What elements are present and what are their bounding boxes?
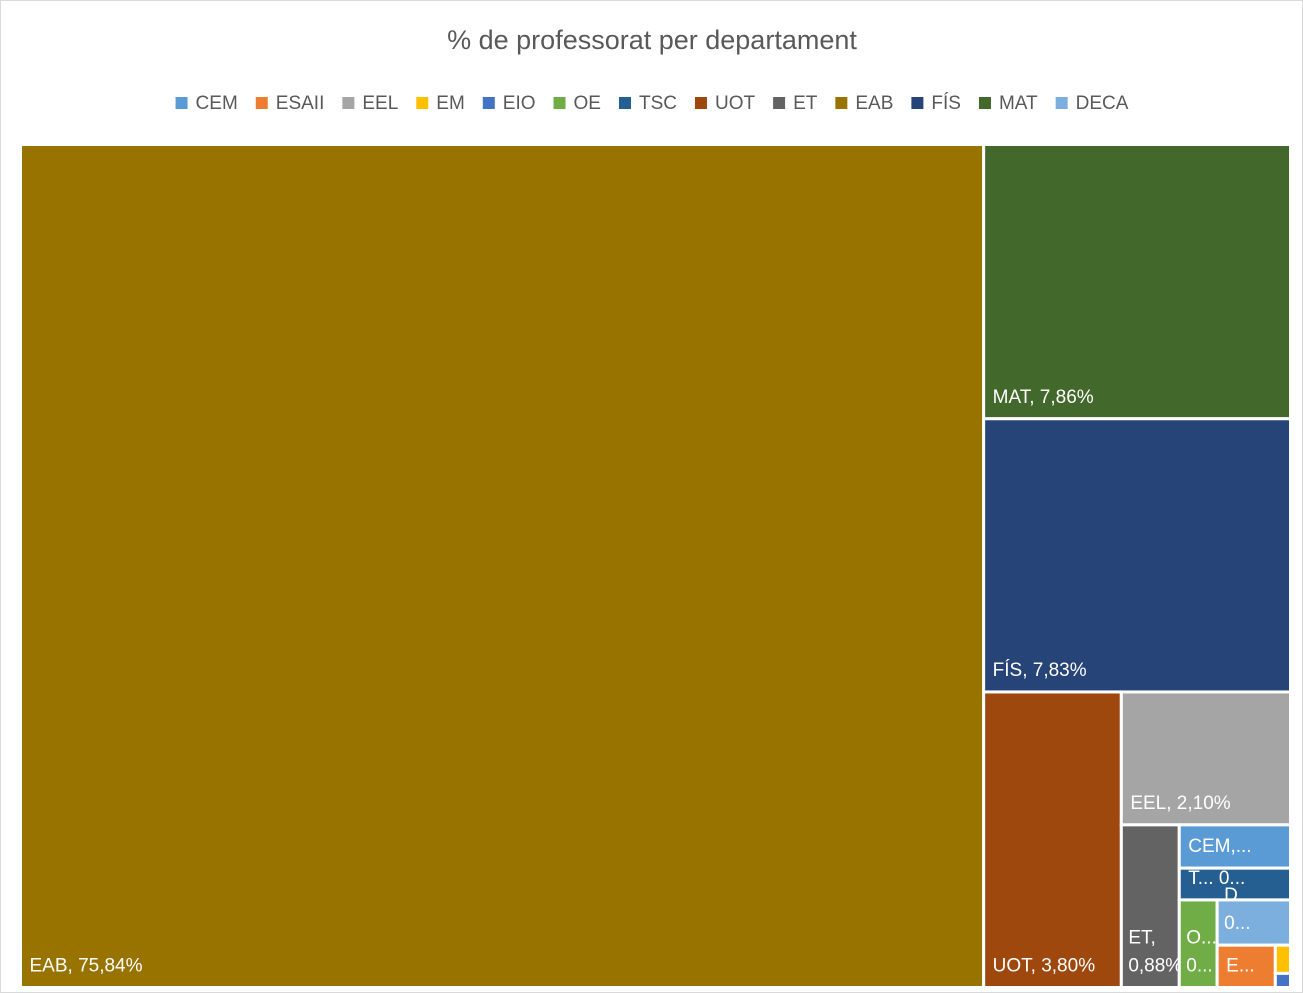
tile	[1177, 898, 1219, 989]
legend-swatch	[694, 97, 707, 109]
legend-swatch	[618, 97, 631, 109]
legend-swatch	[835, 97, 848, 109]
data-label: T... 0...	[1188, 868, 1245, 889]
tile	[1119, 690, 1292, 827]
legend-swatch	[773, 97, 786, 109]
tile	[982, 417, 1293, 694]
legend-label: EIO	[503, 93, 536, 114]
legend-label: CEM	[196, 93, 238, 114]
legend-label: ESAII	[276, 93, 325, 114]
legend: CEM ESAII EEL EM EIO OE TSC UOT ET EAB FÍS MAT DECA	[175, 93, 1129, 114]
legend-swatch	[175, 97, 188, 109]
legend-label: DECA	[1076, 93, 1129, 114]
tile	[1119, 823, 1181, 989]
data-label: FÍS, 7,83%	[993, 660, 1087, 681]
data-label: UOT, 3,80%	[993, 956, 1096, 977]
legend-swatch	[1055, 97, 1068, 109]
data-label: CEM,...	[1188, 836, 1251, 857]
legend-label: TSC	[639, 93, 677, 114]
data-label: ET, 0,88%	[1128, 928, 1182, 977]
legend-label: OE	[574, 93, 601, 114]
legend-swatch	[416, 97, 429, 109]
legend-swatch	[911, 97, 924, 109]
chart-title: % de professorat per departament	[447, 25, 857, 55]
data-label: EAB, 75,84%	[30, 956, 143, 977]
data-label: EEL, 2,10%	[1130, 793, 1230, 814]
legend-swatch	[553, 97, 566, 109]
legend-label: EM	[436, 93, 465, 114]
legend-label: ET	[793, 93, 818, 114]
plot: EAB, 75,84% MAT, 7,86% FÍS, 7,83% UOT, 3,80…	[19, 143, 1293, 990]
legend-label: FÍS	[931, 93, 961, 114]
legend-label: EAB	[855, 93, 893, 114]
legend-label: MAT	[999, 93, 1038, 114]
legend-swatch	[342, 97, 355, 109]
legend-swatch	[978, 97, 991, 109]
tile	[19, 143, 986, 989]
legend-label: EEL	[362, 93, 398, 114]
data-label: MAT, 7,86%	[993, 387, 1094, 408]
data-label: O... 0...	[1186, 928, 1217, 977]
data-label: D... 0...	[1224, 885, 1254, 934]
tile	[1273, 943, 1292, 975]
data-label: E...	[1226, 956, 1255, 977]
legend-label: UOT	[715, 93, 756, 114]
tile	[982, 690, 1123, 989]
tile	[982, 143, 1293, 421]
legend-swatch	[255, 97, 268, 109]
tile	[1273, 971, 1292, 990]
legend-swatch	[482, 97, 495, 109]
